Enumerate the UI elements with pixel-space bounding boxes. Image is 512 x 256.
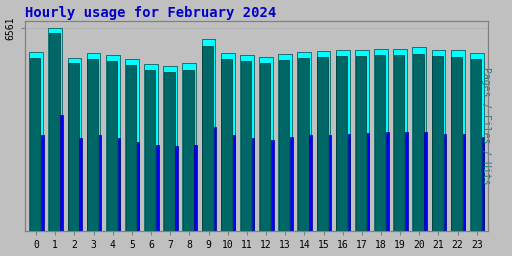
Bar xyxy=(355,50,369,231)
Bar xyxy=(279,54,292,231)
Bar xyxy=(221,53,234,231)
Bar xyxy=(432,56,443,231)
Bar xyxy=(393,49,407,231)
Bar xyxy=(470,53,484,231)
Bar xyxy=(316,51,330,231)
Bar xyxy=(41,135,44,231)
Bar xyxy=(356,56,366,231)
Bar xyxy=(163,66,177,231)
Bar xyxy=(336,50,350,231)
Bar xyxy=(405,132,408,231)
Bar xyxy=(30,58,40,231)
Bar xyxy=(49,33,59,231)
Bar xyxy=(413,54,423,231)
Bar xyxy=(87,53,100,231)
Bar xyxy=(202,39,216,231)
Bar xyxy=(68,63,79,231)
Bar xyxy=(125,59,139,231)
Bar xyxy=(260,63,270,231)
Bar xyxy=(233,135,236,231)
Bar xyxy=(297,52,311,231)
Bar xyxy=(348,134,350,231)
Bar xyxy=(164,71,175,231)
Bar xyxy=(386,132,389,231)
Bar xyxy=(195,145,197,231)
Bar xyxy=(99,135,101,231)
Bar xyxy=(424,132,427,231)
Bar xyxy=(452,57,462,231)
Bar xyxy=(88,59,98,231)
Bar xyxy=(451,50,464,231)
Bar xyxy=(290,137,293,231)
Bar xyxy=(68,58,81,231)
Bar xyxy=(298,58,309,231)
Bar xyxy=(279,60,289,231)
Bar xyxy=(240,55,254,231)
Bar xyxy=(432,50,445,231)
Bar xyxy=(106,56,120,231)
Bar xyxy=(214,127,216,231)
Bar xyxy=(367,133,369,231)
Bar xyxy=(271,140,273,231)
Bar xyxy=(463,134,465,231)
Bar xyxy=(241,61,251,231)
Bar xyxy=(118,138,120,231)
Bar xyxy=(336,56,347,231)
Bar xyxy=(182,63,196,231)
Bar xyxy=(222,59,232,231)
Bar xyxy=(309,135,312,231)
Bar xyxy=(106,61,117,231)
Bar xyxy=(374,49,388,231)
Bar xyxy=(252,138,254,231)
Bar xyxy=(443,134,446,231)
Bar xyxy=(79,138,82,231)
Bar xyxy=(394,55,404,231)
Bar xyxy=(175,146,178,231)
Y-axis label: Pages / Files / Hits: Pages / Files / Hits xyxy=(481,67,491,185)
Bar xyxy=(156,145,159,231)
Bar xyxy=(413,47,426,231)
Bar xyxy=(144,64,158,231)
Bar xyxy=(329,135,331,231)
Text: Hourly usage for February 2024: Hourly usage for February 2024 xyxy=(25,6,276,19)
Bar xyxy=(145,70,155,231)
Bar xyxy=(375,55,386,231)
Bar xyxy=(471,59,481,231)
Bar xyxy=(60,115,63,231)
Bar xyxy=(125,65,136,231)
Bar xyxy=(482,137,484,231)
Bar xyxy=(183,70,194,231)
Bar xyxy=(137,142,139,231)
Bar xyxy=(259,57,273,231)
Bar xyxy=(29,52,43,231)
Bar xyxy=(317,57,328,231)
Bar xyxy=(48,28,62,231)
Bar xyxy=(202,46,213,231)
